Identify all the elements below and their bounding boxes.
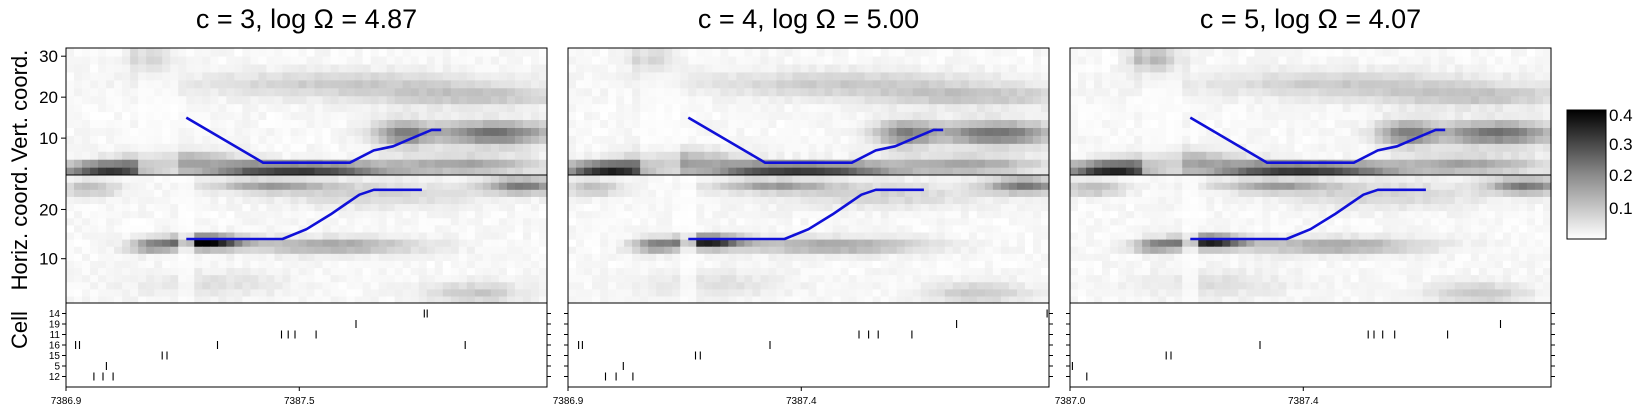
x-tick-label: 7387.5	[284, 396, 315, 407]
y-tick-label: 10	[39, 250, 58, 269]
colorbar-gradient	[1567, 110, 1606, 239]
cell-id-label: 14	[49, 309, 61, 320]
x-tick-label: 7386.9	[553, 396, 584, 407]
vertical-heatmap	[1070, 48, 1552, 176]
cell-id-label: 5	[54, 362, 60, 373]
colorbar-tick-label: 0.3	[1609, 135, 1633, 154]
cell-frame	[66, 303, 547, 387]
y-tick-label: 30	[39, 47, 58, 66]
horiz-coord-label: Horiz. coord.	[7, 166, 32, 291]
y-tick-label: 10	[39, 129, 58, 148]
horizontal-heatmap	[66, 175, 548, 304]
cell-label: Cell	[7, 311, 32, 349]
y-tick-label: 20	[39, 88, 58, 107]
vertical-heatmap	[66, 48, 548, 176]
x-tick-label: 7387.0	[1055, 396, 1086, 407]
horizontal-heatmap	[1070, 175, 1552, 304]
cell-id-label: 19	[49, 320, 61, 331]
panel: c = 3, log Ω = 4.87 1419111615512 30 20 10 20…	[39, 4, 551, 407]
panel-title: c = 5, log Ω = 4.07	[1200, 4, 1421, 34]
colorbar-tick-label: 0.4	[1609, 106, 1633, 125]
horizontal-heatmap	[568, 175, 1050, 304]
cell-id-label: 15	[49, 351, 61, 362]
x-tick-label: 7386.9	[51, 396, 82, 407]
vertical-heatmap	[568, 48, 1050, 176]
colorbar-tick-label: 0.1	[1609, 199, 1633, 218]
cell-frame	[568, 303, 1049, 387]
colorbar: 0.4 0.3 0.2 0.1	[1567, 106, 1633, 239]
vert-coord-label: Vert. coord.	[7, 50, 32, 163]
colorbar-tick-label: 0.2	[1609, 166, 1633, 185]
x-tick-label: 7387.4	[786, 396, 817, 407]
panel: c = 5, log Ω = 4.07 7387.0 7387.4	[1055, 4, 1555, 407]
cell-id-label: 16	[49, 341, 61, 352]
cell-id-label: 12	[49, 372, 61, 383]
cell-id-label: 11	[50, 330, 61, 341]
cell-frame	[1070, 303, 1551, 387]
y-tick-label: 20	[39, 200, 58, 219]
panel: c = 4, log Ω = 5.00 7386.9 7387.4	[553, 4, 1053, 407]
panel-title: c = 4, log Ω = 5.00	[698, 4, 919, 34]
x-tick-label: 7387.4	[1288, 396, 1319, 407]
panel-title: c = 3, log Ω = 4.87	[196, 4, 417, 34]
